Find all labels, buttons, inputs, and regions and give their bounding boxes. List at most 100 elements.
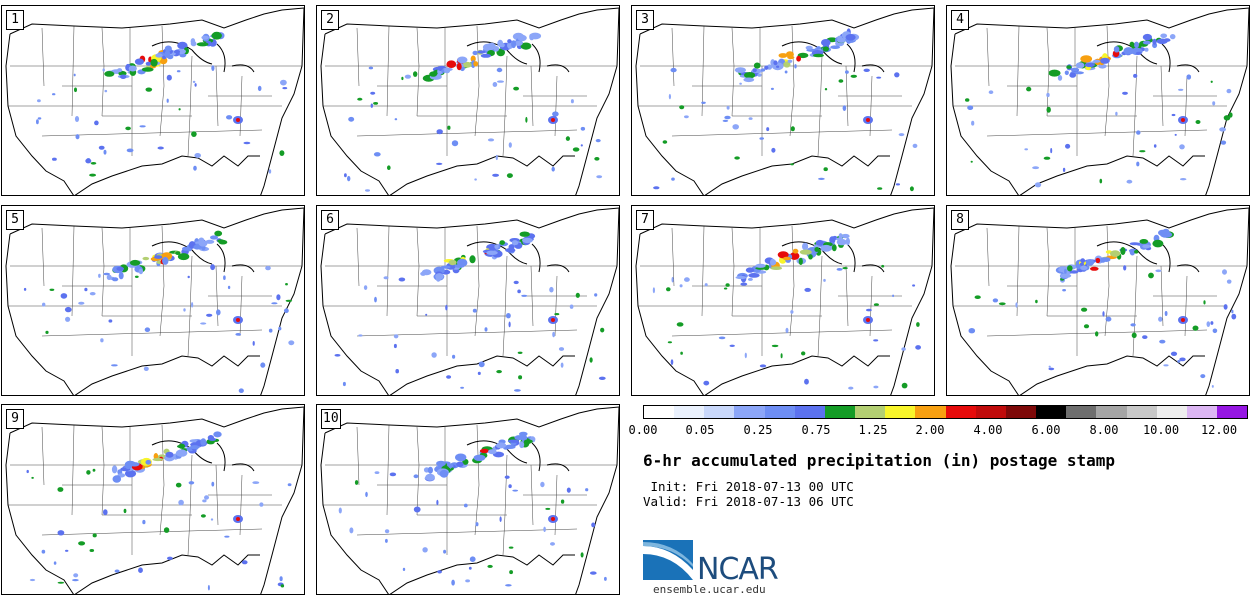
precip-cell bbox=[1226, 279, 1232, 284]
stamp-label: 7 bbox=[636, 210, 654, 230]
colorbar-swatch bbox=[885, 406, 916, 418]
precip-cell bbox=[725, 283, 730, 287]
colorbar-swatch bbox=[1126, 406, 1157, 418]
precip-cell bbox=[680, 351, 683, 355]
precip-cell bbox=[838, 79, 844, 83]
precip-cell bbox=[155, 53, 163, 58]
precip-cell bbox=[389, 472, 397, 477]
precip-cell bbox=[128, 65, 137, 72]
precip-cell bbox=[216, 309, 221, 316]
valid-time: Valid: Fri 2018-07-13 06 UTC bbox=[643, 494, 854, 509]
precip-cell bbox=[652, 287, 655, 294]
precip-cell bbox=[1174, 133, 1177, 136]
precip-cell bbox=[764, 65, 769, 70]
precip-cell bbox=[236, 517, 240, 521]
precip-cell bbox=[1075, 62, 1085, 69]
precip-cell bbox=[1123, 265, 1127, 271]
precip-cell bbox=[1126, 179, 1133, 184]
precip-cell bbox=[475, 522, 479, 527]
colorbar-swatch bbox=[794, 406, 825, 418]
precip-cell bbox=[785, 327, 789, 333]
coastline bbox=[5, 207, 304, 395]
precip-cell bbox=[342, 381, 346, 387]
precip-cell bbox=[166, 98, 169, 103]
figure-title: 6-hr accumulated precipitation (in) post… bbox=[643, 451, 1116, 470]
precip-cell bbox=[162, 256, 169, 265]
precip-cell bbox=[238, 388, 244, 393]
precip-cell bbox=[252, 341, 255, 346]
precip-cell bbox=[1080, 265, 1088, 270]
precip-cell bbox=[1110, 250, 1121, 257]
precip-cell bbox=[813, 53, 824, 58]
precip-cell bbox=[446, 375, 452, 379]
colorbar-tick-label: 2.00 bbox=[915, 423, 945, 437]
precip-cell bbox=[845, 70, 849, 74]
precip-cell bbox=[211, 65, 215, 71]
precip-cell bbox=[145, 61, 152, 66]
colorbar-tick-label: 12.00 bbox=[1200, 423, 1238, 437]
precip-cell bbox=[206, 313, 213, 317]
precip-cell bbox=[1155, 269, 1162, 273]
precip-cell bbox=[876, 76, 882, 79]
precip-cell bbox=[1043, 156, 1051, 160]
precip-cell bbox=[436, 129, 443, 135]
colorbar-swatch bbox=[674, 406, 705, 418]
conus-map bbox=[5, 207, 304, 395]
precip-cell bbox=[1048, 365, 1051, 368]
precip-cell bbox=[176, 70, 181, 73]
precip-cell bbox=[334, 354, 341, 357]
state-border bbox=[701, 225, 705, 317]
precip-cell bbox=[668, 93, 671, 100]
precip-cell bbox=[777, 251, 789, 259]
precip-cell bbox=[838, 233, 843, 240]
precip-cell bbox=[1077, 264, 1081, 268]
precip-cell bbox=[1136, 161, 1140, 167]
precip-cell bbox=[163, 527, 170, 533]
precip-cell bbox=[782, 256, 791, 261]
great-lakes bbox=[1096, 41, 1200, 73]
precip-cell bbox=[398, 277, 406, 282]
precip-cell bbox=[1169, 34, 1176, 40]
precip-cell bbox=[508, 484, 512, 489]
coastline bbox=[950, 207, 1249, 395]
precip-cell bbox=[724, 115, 731, 120]
precip-cell bbox=[455, 453, 467, 462]
precip-cell bbox=[1099, 178, 1103, 184]
precip-cell bbox=[210, 235, 218, 240]
conus-map bbox=[5, 406, 304, 594]
state-border bbox=[671, 129, 893, 137]
precip-cell bbox=[116, 266, 124, 271]
coastline bbox=[320, 7, 619, 195]
precip-cell bbox=[139, 125, 146, 128]
precip-cell bbox=[1095, 257, 1101, 264]
precip-cell bbox=[520, 42, 532, 50]
stamp-label: 9 bbox=[6, 409, 24, 429]
precip-cell bbox=[488, 449, 497, 455]
precip-cell bbox=[111, 465, 118, 474]
precip-cell bbox=[1024, 148, 1028, 151]
precip-cell bbox=[338, 507, 342, 514]
colorbar-swatch bbox=[1096, 406, 1127, 418]
precip-cell bbox=[1180, 178, 1187, 181]
precip-cell bbox=[1206, 321, 1211, 327]
precip-cell bbox=[837, 37, 846, 43]
precip-cell bbox=[424, 476, 435, 480]
coastline bbox=[635, 207, 934, 395]
state-border bbox=[986, 27, 990, 87]
precip-cell bbox=[472, 308, 477, 313]
precip-cell bbox=[662, 140, 668, 144]
precip-cell bbox=[78, 301, 85, 305]
precip-cell bbox=[365, 491, 368, 498]
coastline bbox=[950, 7, 1249, 195]
precip-cell bbox=[470, 55, 476, 63]
precip-cell bbox=[1170, 351, 1178, 356]
precip-cell bbox=[268, 169, 272, 174]
precip-cell bbox=[447, 125, 451, 130]
precip-cell bbox=[348, 116, 355, 122]
precip-cell bbox=[194, 83, 197, 87]
precip-cell bbox=[60, 293, 68, 299]
precip-cell bbox=[439, 469, 449, 478]
precip-cell bbox=[457, 56, 468, 64]
conus-map bbox=[5, 7, 304, 195]
stamp-panel-3: 3 bbox=[631, 5, 935, 196]
